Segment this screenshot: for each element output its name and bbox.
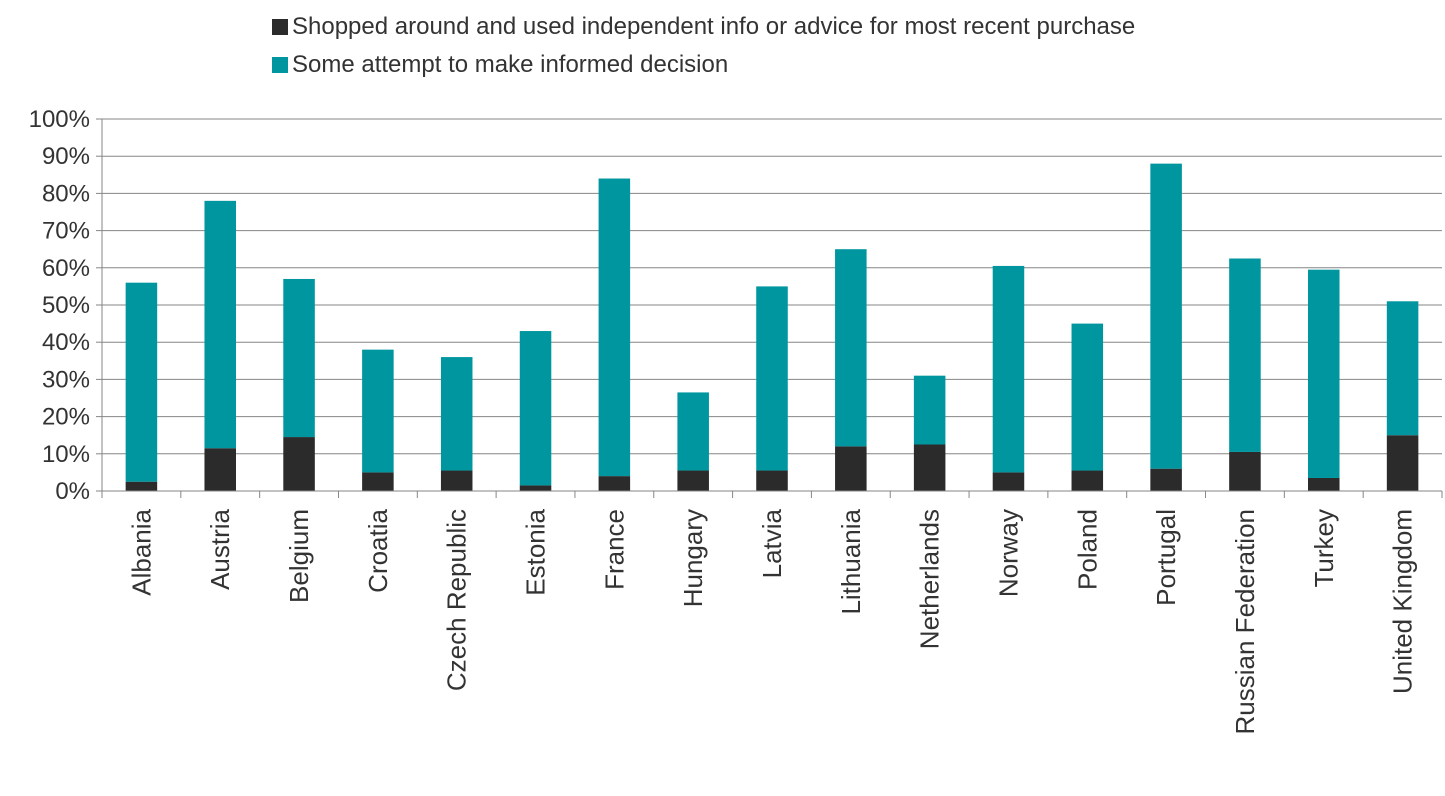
bar-informed-decision (1150, 163, 1182, 469)
bar-independent-advice (1308, 477, 1340, 491)
x-tick-label: Norway (993, 509, 1023, 597)
y-tick-label: 90% (42, 143, 90, 170)
y-tick-label: 60% (42, 255, 90, 282)
bar-independent-advice (362, 472, 394, 491)
y-tick-label: 80% (42, 180, 90, 207)
x-tick-label: France (599, 509, 629, 590)
bar-independent-advice (1229, 451, 1261, 491)
x-tick-label: United Kingdom (1388, 509, 1418, 694)
x-tick-label: Estonia (521, 508, 551, 595)
legend-item-informed-decision: Some attempt to make informed decision (272, 46, 1135, 84)
x-tick-label: Portugal (1151, 509, 1181, 606)
y-tick-label: 10% (42, 441, 90, 468)
bar-independent-advice (283, 437, 315, 491)
bar-informed-decision (677, 392, 709, 471)
bar-independent-advice (598, 476, 631, 491)
bar-independent-advice (677, 470, 709, 491)
bar-informed-decision (204, 200, 236, 449)
bar-independent-advice (1071, 470, 1104, 491)
y-tick-label: 70% (42, 218, 90, 245)
y-axis-ticks: 0% 10% 20% 30% 40% 50% 60% 70% 80% 90% 100% (29, 106, 102, 505)
y-tick-label: 0% (55, 478, 90, 505)
bar-informed-decision (835, 249, 867, 447)
y-tick-label: 50% (42, 292, 90, 319)
legend-label-informed-decision: Some attempt to make informed decision (292, 51, 729, 78)
bar-independent-advice (1386, 435, 1419, 491)
x-tick-label: Hungary (678, 509, 708, 607)
y-tick-label: 100% (29, 106, 90, 133)
bar-independent-advice (756, 470, 788, 491)
bar-informed-decision (440, 357, 473, 471)
chart-legend: Shopped around and used independent info… (272, 8, 1135, 84)
bar-independent-advice (992, 472, 1025, 491)
x-tick-label: Russian Federation (1230, 509, 1260, 734)
bar-informed-decision (362, 349, 394, 473)
bar-informed-decision (1386, 301, 1419, 436)
x-tick-label: Croatia (363, 508, 393, 592)
bar-informed-decision (125, 282, 158, 482)
bar-independent-advice (440, 470, 473, 491)
bar-independent-advice (835, 446, 867, 491)
x-tick-label: Belgium (284, 509, 314, 603)
bar-informed-decision (1071, 323, 1104, 471)
bar-informed-decision (519, 331, 552, 486)
legend-swatch-informed-decision (272, 57, 288, 73)
x-tick-label: Lithuania (836, 508, 866, 614)
bars (125, 163, 1419, 491)
bar-informed-decision (598, 178, 631, 477)
x-tick-label: Latvia (757, 508, 787, 578)
x-tick-label: Netherlands (915, 509, 945, 649)
legend-swatch-independent-advice (272, 19, 288, 35)
bar-informed-decision (992, 265, 1025, 473)
bar-independent-advice (1150, 468, 1182, 491)
x-tick-label: Albania (126, 508, 156, 595)
x-tick-label: Turkey (1309, 509, 1339, 588)
y-tick-label: 30% (42, 366, 90, 393)
x-tick-label: Poland (1072, 509, 1102, 590)
bar-informed-decision (1308, 269, 1340, 478)
bar-informed-decision (913, 375, 946, 445)
bar-independent-advice (519, 485, 552, 491)
legend-item-independent-advice: Shopped around and used independent info… (272, 8, 1135, 46)
bar-independent-advice (125, 481, 158, 491)
bar-informed-decision (1229, 258, 1261, 452)
x-axis-ticks: Albania Austria Belgium Croatia Czech Republ… (101, 491, 1443, 734)
bar-informed-decision (756, 286, 788, 471)
bar-informed-decision (283, 278, 315, 438)
bar-independent-advice (204, 448, 236, 491)
y-tick-label: 20% (42, 404, 90, 431)
x-tick-label: Austria (205, 508, 235, 589)
bar-independent-advice (913, 444, 946, 491)
y-tick-label: 40% (42, 329, 90, 356)
legend-label-independent-advice: Shopped around and used independent info… (292, 13, 1136, 40)
x-tick-label: Czech Republic (442, 509, 472, 691)
